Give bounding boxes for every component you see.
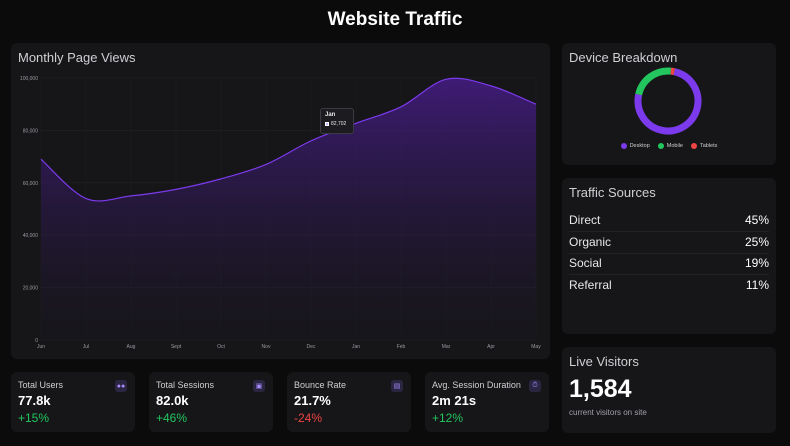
traffic-sources-card: Traffic Sources Direct 45% Organic 25% S… (562, 178, 776, 334)
x-tick-label: Jul (83, 344, 89, 350)
stat-label: Total Users (18, 380, 64, 390)
x-tick-label: Aug (127, 344, 136, 350)
y-tick-label: 60,000 (23, 181, 39, 187)
source-row-social: Social 19% (569, 256, 769, 275)
source-label: Organic (569, 235, 612, 249)
stat-value: 77.8k (18, 393, 51, 408)
source-value: 19% (744, 256, 769, 270)
y-tick-label: 40,000 (23, 233, 39, 239)
source-value: 45% (744, 213, 769, 227)
live-visitors-card: Live Visitors 1,584 current visitors on … (562, 347, 776, 433)
page-views-area (41, 78, 536, 340)
stat-change: +12% (432, 411, 464, 425)
desktop-dot (620, 143, 627, 149)
stat-change: -24% (294, 411, 323, 425)
stat-label: Avg. Session Duration (432, 380, 521, 390)
stat-change: +15% (18, 411, 50, 425)
data-point-may[interactable] (535, 103, 537, 105)
stat-card-total-sessions[interactable]: Total Sessions ▣ 82.0k +46% (149, 372, 273, 432)
data-point-apr[interactable] (490, 85, 492, 87)
sessions-icon: ▣ (253, 380, 265, 392)
data-point-feb[interactable] (400, 106, 402, 108)
live-visitors-count: 1,584 (569, 375, 632, 403)
stat-change: +46% (156, 411, 188, 425)
page-views-line (40, 77, 537, 202)
data-point-nov[interactable] (265, 164, 267, 166)
source-value: 11% (745, 278, 769, 292)
timer-icon: ⏱ (529, 380, 541, 392)
live-visitors-subtitle: current visitors on site (569, 408, 647, 417)
users-icon: ●● (115, 380, 127, 392)
legend-item-desktop[interactable]: Desktop (620, 143, 650, 149)
y-tick-label: 80,000 (23, 128, 39, 134)
source-value: 25% (744, 235, 769, 249)
stat-value: 21.7% (294, 393, 331, 408)
traffic-sources-title: Traffic Sources (569, 185, 656, 200)
monthly-page-views-chart[interactable]: 0 20,000 40,000 60,000 80,000 100,000 Jun Jul A… (11, 43, 550, 359)
data-point-jun[interactable] (40, 158, 42, 160)
x-tick-label: Feb (397, 344, 406, 350)
device-legend: Desktop Mobile Tablets (562, 143, 776, 149)
monthly-page-views-card: Monthly Page Views 0 20,000 40,000 60,000 80… (11, 43, 550, 359)
x-tick-label: Dec (307, 344, 316, 350)
y-tick-label: 100,000 (20, 76, 38, 82)
tooltip-swatch (325, 122, 329, 126)
data-point-jul[interactable] (85, 198, 87, 200)
x-tick-label: Mar (442, 344, 451, 350)
x-tick-label: Sept (171, 344, 182, 350)
y-tick-label: 20,000 (23, 286, 39, 292)
data-point-jan[interactable] (355, 123, 357, 125)
stat-label: Bounce Rate (294, 380, 347, 390)
mobile-dot (657, 143, 664, 149)
stat-card-total-users[interactable]: Total Users ●● 77.8k +15% (11, 372, 135, 432)
stat-card-bounce-rate[interactable]: Bounce Rate ▤ 21.7% -24% (287, 372, 411, 432)
legend-item-mobile[interactable]: Mobile (657, 143, 683, 149)
legend-label: Mobile (666, 143, 683, 149)
donut-segment-tablets[interactable] (632, 65, 703, 136)
donut-segment-mobile[interactable] (632, 65, 703, 136)
monthly-page-views-title: Monthly Page Views (18, 50, 136, 65)
legend-item-tablets[interactable]: Tablets (690, 143, 718, 149)
device-donut-chart[interactable] (632, 65, 704, 137)
legend-label: Desktop (629, 143, 650, 149)
tooltip-value: 82,702 (331, 121, 347, 127)
page-title: Website Traffic (327, 9, 463, 30)
x-tick-label: Nov (262, 344, 271, 350)
chart-tooltip: Jan 82,702 (320, 108, 354, 134)
stat-card-avg-session-duration[interactable]: Avg. Session Duration ⏱ 2m 21s +12% (425, 372, 549, 432)
device-breakdown-card: Device Breakdown (562, 43, 776, 165)
source-label: Referral (569, 278, 612, 292)
legend-label: Tablets (699, 143, 718, 149)
source-row-direct: Direct 45% (569, 213, 769, 232)
stat-value: 2m 21s (432, 393, 477, 408)
device-breakdown-title: Device Breakdown (569, 50, 678, 65)
data-point-dec[interactable] (310, 140, 312, 142)
x-tick-label: Oct (217, 344, 225, 350)
x-tick-label: Jun (37, 344, 45, 350)
stat-label: Total Sessions (156, 380, 215, 390)
donut-segment-desktop[interactable] (632, 65, 703, 136)
data-point-oct[interactable] (220, 178, 222, 180)
tablets-dot (690, 143, 697, 149)
y-tick-label: 0 (35, 338, 38, 344)
data-point-sept[interactable] (175, 189, 177, 191)
source-label: Social (569, 256, 602, 270)
data-point-mar[interactable] (445, 79, 447, 81)
source-row-organic: Organic 25% (569, 235, 769, 254)
data-point-aug[interactable] (130, 195, 132, 197)
live-visitors-title: Live Visitors (569, 354, 639, 369)
source-label: Direct (569, 213, 601, 227)
stat-value: 82.0k (156, 393, 189, 408)
x-tick-label: May (531, 344, 541, 350)
x-tick-label: Jan (352, 344, 360, 350)
source-row-referral: Referral 11% (569, 278, 769, 296)
tooltip-label: Jan (325, 112, 336, 118)
x-tick-label: Apr (487, 344, 495, 350)
bounce-icon: ▤ (391, 380, 403, 392)
